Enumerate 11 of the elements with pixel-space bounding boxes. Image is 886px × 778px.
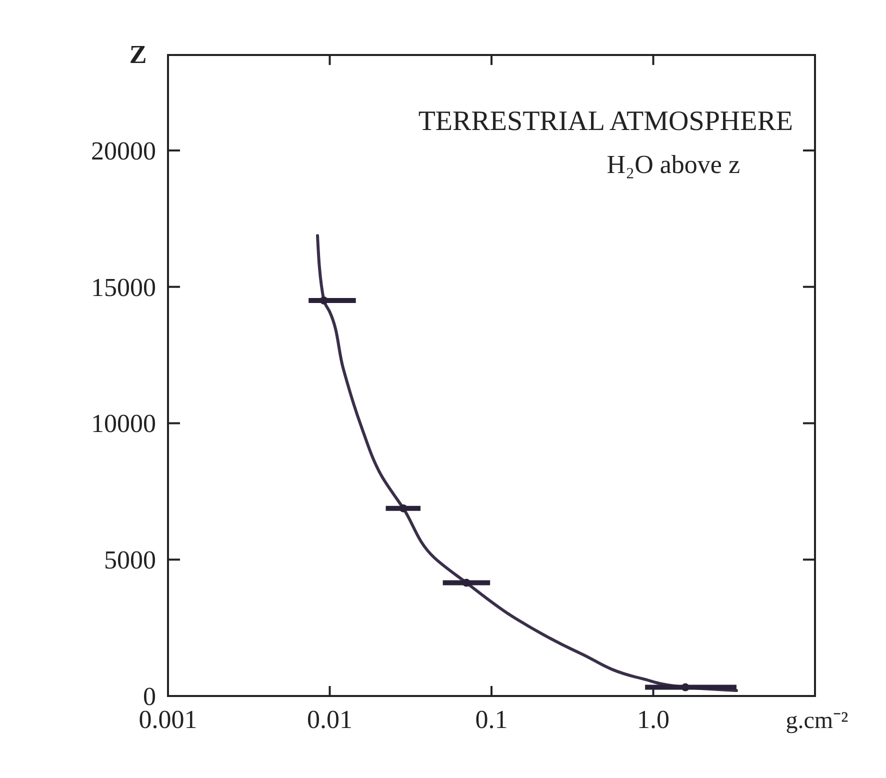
y-tick-label: 20000 bbox=[91, 136, 156, 166]
x-tick-label: 1.0 bbox=[637, 705, 670, 734]
text: TERRESTRIAL ATMOSPHERE bbox=[418, 106, 793, 137]
x-axis-title: g.cm⁻² bbox=[786, 708, 848, 734]
y-axis-title: Z bbox=[129, 40, 147, 69]
x-tick-label: 0.01 bbox=[307, 705, 352, 734]
x-tick-label: 0.1 bbox=[475, 705, 508, 734]
y-tick-label: 5000 bbox=[104, 546, 156, 575]
y-tick-label: 10000 bbox=[91, 409, 156, 438]
y-tick-label: 15000 bbox=[91, 272, 156, 302]
text: H₂O above z bbox=[606, 150, 740, 179]
